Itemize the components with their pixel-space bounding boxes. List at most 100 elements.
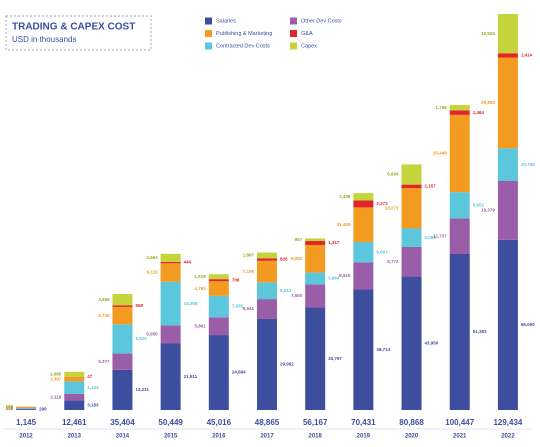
- total-label: 45,016: [207, 418, 232, 427]
- bar-segment: [64, 393, 85, 401]
- value-label: 826: [280, 257, 288, 262]
- value-label: 1,317: [328, 240, 340, 245]
- value-label: 1,464: [473, 110, 485, 115]
- bar-segment: [257, 282, 277, 300]
- value-label: 5,950: [146, 332, 158, 337]
- value-label: 6,541: [243, 306, 255, 311]
- value-label: 13,273: [385, 205, 399, 210]
- x-tick-label: 2014: [116, 434, 130, 440]
- bar-segment: [497, 53, 518, 58]
- value-label: 2,664: [146, 255, 158, 260]
- bar-segment: [449, 192, 470, 219]
- x-tick-label: 2022: [501, 434, 515, 440]
- value-label: 5,513: [280, 288, 292, 293]
- value-label: 14,368: [184, 301, 198, 306]
- value-label: 47: [87, 374, 93, 379]
- x-tick-label: 2018: [309, 434, 323, 440]
- value-label: 8,652: [473, 202, 485, 207]
- bar-segment: [257, 258, 277, 261]
- value-label: 9,625: [135, 336, 147, 341]
- value-label: 51,383: [473, 329, 487, 334]
- legend-label: Salaries: [216, 18, 236, 24]
- legend-swatch: [290, 30, 297, 37]
- bar-segment: [449, 114, 470, 193]
- bar-segment: [305, 240, 326, 245]
- legend-swatch: [205, 42, 212, 50]
- bar-segment: [449, 110, 470, 115]
- value-label: 24,684: [232, 370, 246, 375]
- value-label: 1,618: [195, 274, 207, 279]
- chart-title: TRADING & CAPEX COST: [12, 22, 135, 33]
- value-label: 2,439: [339, 194, 351, 199]
- value-label: 2,272: [376, 201, 388, 206]
- bar-segment: [401, 228, 422, 247]
- value-label: 5,745: [98, 313, 110, 318]
- total-label: 1,145: [16, 418, 37, 427]
- bar-segment: [497, 57, 518, 149]
- bar-segment: [208, 335, 229, 410]
- bar-segment: [112, 293, 133, 306]
- bar-segment: [353, 242, 374, 263]
- value-label: 7,106: [243, 269, 255, 274]
- bar-segment: [401, 184, 422, 189]
- value-label: 857: [295, 237, 303, 242]
- bar-segment: [112, 305, 133, 307]
- bar-segment: [497, 181, 518, 240]
- bar-segment: [353, 289, 374, 410]
- bar-segment: [497, 148, 518, 182]
- x-tick-label: 2013: [68, 434, 82, 440]
- bar-segment: [305, 244, 326, 273]
- total-label: 70,431: [351, 418, 376, 427]
- bar-segment: [64, 400, 85, 410]
- value-label: 6,697: [376, 249, 388, 254]
- x-tick-label: 2021: [453, 434, 467, 440]
- bar-segment: [497, 14, 518, 54]
- value-label: 7,600: [291, 293, 303, 298]
- bar-segment: [16, 409, 37, 410]
- value-label: 444: [184, 260, 192, 265]
- total-label: 100,447: [445, 418, 474, 427]
- value-label: 1,157: [425, 184, 437, 189]
- x-tick-label: 2019: [357, 434, 371, 440]
- value-label: 6,115: [147, 270, 159, 275]
- value-label: 10,769: [521, 162, 535, 167]
- x-tick-label: 2016: [212, 434, 226, 440]
- value-label: 180: [6, 404, 14, 409]
- x-tick-label: 2017: [260, 434, 274, 440]
- bar-segment: [208, 279, 229, 282]
- bar-segment: [64, 377, 85, 382]
- bar-segment: [64, 381, 85, 394]
- bar-segment: [160, 325, 181, 344]
- value-label: 6,654: [387, 172, 399, 177]
- bar-segment: [160, 261, 181, 264]
- bar-segment: [160, 263, 181, 282]
- value-label: 1,397: [50, 376, 62, 381]
- bar-segment: [257, 318, 277, 410]
- value-label: 148: [6, 406, 14, 411]
- bar-segment: [16, 407, 37, 409]
- total-label: 50,449: [158, 418, 183, 427]
- bar-segment: [305, 284, 326, 308]
- legend-label: Other Dev Costs: [301, 18, 342, 24]
- value-label: 25,448: [433, 151, 447, 156]
- bar-segment: [449, 105, 470, 111]
- chart-subtitle: USD in thousands: [12, 35, 76, 44]
- total-label: 12,461: [62, 418, 87, 427]
- bar-segment: [401, 188, 422, 229]
- value-label: 29,992: [280, 362, 294, 367]
- total-label: 80,868: [399, 418, 424, 427]
- x-tick-label: 2012: [19, 434, 33, 440]
- value-label: 1,768: [435, 105, 447, 110]
- bar-segment: [112, 369, 133, 410]
- bar-segment: [497, 239, 518, 410]
- value-label: 7,055: [232, 304, 244, 309]
- bar-segment: [401, 164, 422, 185]
- value-label: 29,902: [481, 100, 495, 105]
- bar-segment: [401, 276, 422, 410]
- bar-segment: [160, 281, 181, 326]
- value-label: 288: [6, 405, 14, 410]
- value-label: 43,950: [425, 340, 439, 345]
- value-label: 1,887: [243, 253, 255, 258]
- value-label: 13,211: [135, 387, 149, 392]
